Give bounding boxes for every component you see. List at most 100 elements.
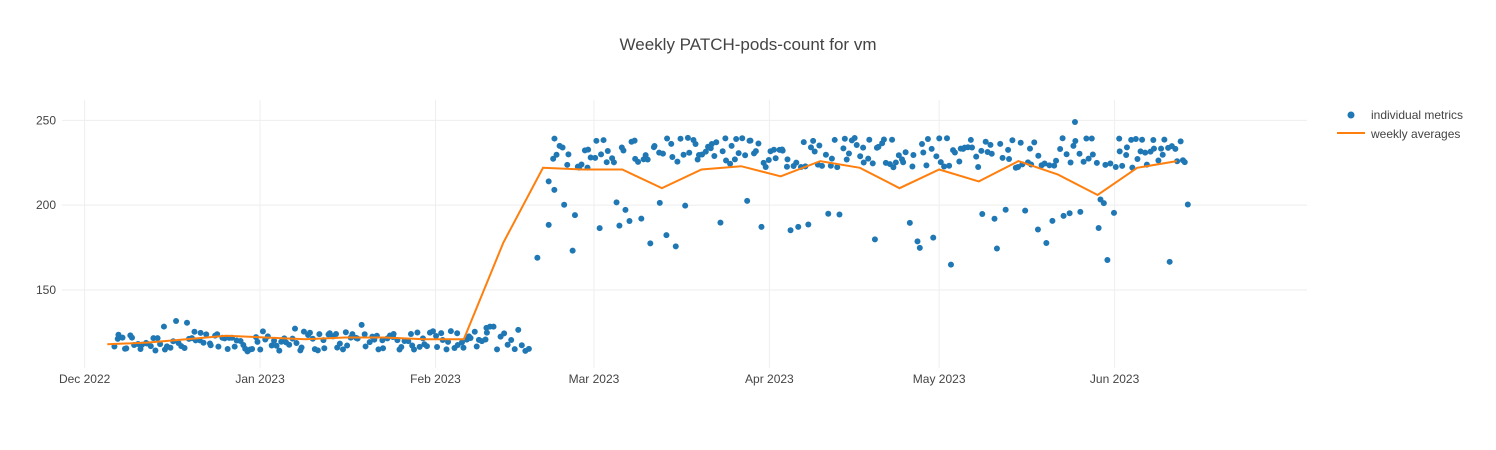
scatter-point [482, 336, 489, 343]
scatter-point [565, 151, 572, 158]
scatter-point [1070, 142, 1077, 149]
scatter-point [1049, 217, 1056, 224]
scatter-point [947, 261, 954, 268]
scatter-point [692, 141, 699, 148]
scatter-point [181, 345, 188, 352]
scatter-point [916, 244, 923, 251]
scatter-point [551, 135, 558, 142]
scatter-point [494, 346, 501, 353]
scatter-point [379, 337, 386, 344]
scatter-point [975, 164, 982, 171]
scatter-point [314, 347, 321, 354]
scatter-point [936, 135, 943, 142]
scatter-point [711, 152, 718, 159]
scatter-point [978, 147, 985, 154]
scatter-point [851, 134, 858, 141]
scatter-point [979, 211, 986, 218]
scatter-point [398, 343, 405, 350]
scatter-point [642, 152, 649, 159]
x-tick-label: May 2023 [913, 372, 966, 386]
scatter-point [471, 328, 478, 335]
scatter-point [460, 344, 467, 351]
scatter-point [1134, 156, 1141, 163]
scatter-point [1089, 151, 1096, 158]
scatter-point [1142, 149, 1149, 156]
scatter-point [866, 136, 873, 143]
scatter-point [1095, 224, 1102, 231]
scatter-point [1166, 258, 1173, 265]
scatter-point [268, 342, 275, 349]
scatter-point [620, 147, 627, 154]
scatter-point [752, 148, 759, 155]
scatter-point [702, 148, 709, 155]
scatter-point [447, 328, 454, 335]
scatter-point [564, 161, 571, 168]
scatter-point [339, 346, 346, 353]
scatter-point [920, 149, 927, 156]
scatter-point [501, 330, 508, 337]
x-tick-label: Jan 2023 [235, 372, 285, 386]
scatter-point [906, 219, 913, 226]
scatter-point [129, 334, 136, 341]
scatter-point [1041, 160, 1048, 167]
scatter-point [923, 162, 930, 169]
scatter-point [473, 343, 480, 350]
scatter-point [215, 343, 222, 350]
scatter-point [762, 164, 769, 171]
scatter-point [1080, 158, 1087, 165]
scatter-point [366, 339, 373, 346]
axis-labels: Dec 2022 Jan 2023 Feb 2023 Mar 2023 Apr 2023… [36, 113, 1140, 386]
scatter-point [1088, 135, 1095, 142]
scatter-point [362, 343, 369, 350]
legend-label-individual-metrics: individual metrics [1371, 108, 1463, 122]
scatter-point [1063, 151, 1070, 158]
legend-label-weekly-averages: weekly averages [1370, 127, 1460, 141]
scatter-point [723, 157, 730, 164]
scatter-point [593, 137, 600, 144]
scatter-point [845, 150, 852, 157]
scatter-point [822, 151, 829, 158]
scatter-point [571, 212, 578, 219]
legend-item-weekly-averages[interactable]: weekly averages [1337, 127, 1460, 141]
scatter-point [669, 154, 676, 161]
y-tick-label: 200 [36, 198, 56, 212]
scatter-point [231, 343, 238, 350]
scatter-point [993, 245, 1000, 252]
scatter-point [569, 247, 576, 254]
scatter-point [534, 254, 541, 261]
scatter-point [1060, 212, 1067, 219]
scatter-point [429, 328, 436, 335]
scatter-point [1102, 161, 1109, 168]
scatter-point [663, 232, 670, 239]
legend-item-individual-metrics[interactable]: individual metrics [1347, 108, 1464, 122]
scatter-point [909, 163, 916, 170]
scatter-point [722, 135, 729, 142]
scatter-point [973, 153, 980, 160]
scatter-point [152, 347, 159, 354]
scatter-point [342, 329, 349, 336]
scatter-point [1159, 151, 1166, 158]
scatter-point [622, 206, 629, 213]
legend[interactable]: individual metrics weekly averages [1337, 108, 1463, 141]
scatter-point [686, 149, 693, 156]
scatter-point [150, 335, 157, 342]
scatter-point [1123, 144, 1130, 151]
scatter-point [1035, 152, 1042, 159]
scatter-point [631, 137, 638, 144]
scatter-point [731, 156, 738, 163]
scatter-point [414, 329, 421, 336]
scatter-point [717, 219, 724, 226]
scatter-point [416, 343, 423, 350]
scatter-point [119, 334, 126, 341]
scatter-point [300, 328, 307, 335]
scatter-point [758, 223, 765, 230]
x-tick-label: Dec 2022 [59, 372, 111, 386]
scatter-point [390, 331, 397, 338]
scatter-point [1006, 156, 1013, 163]
scatter-point [483, 329, 490, 336]
scatter-point [800, 139, 807, 146]
scatter-point [271, 337, 278, 344]
scatter-point [1057, 145, 1064, 152]
y-tick-label: 150 [36, 283, 56, 297]
scatter-point [728, 142, 735, 149]
